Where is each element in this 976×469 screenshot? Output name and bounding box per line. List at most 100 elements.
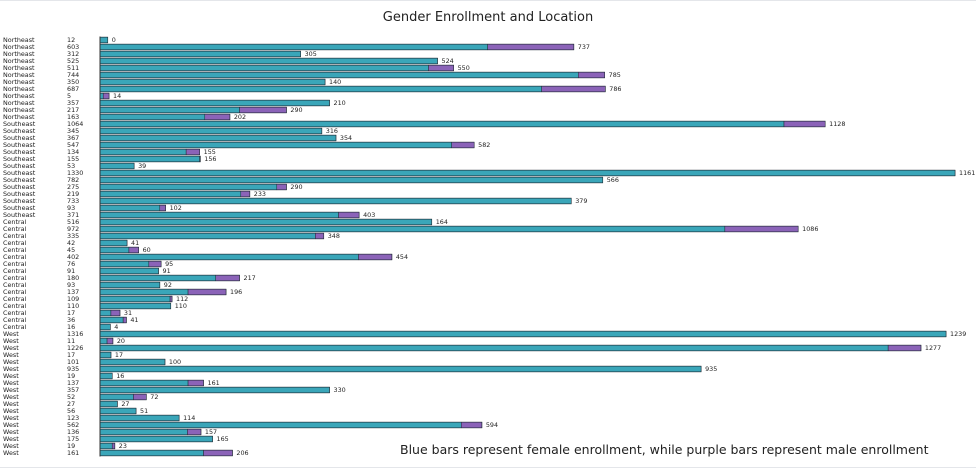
male-value-label: 566 bbox=[607, 176, 619, 184]
male-value-label: 110 bbox=[175, 302, 187, 310]
male-value-label: 165 bbox=[217, 435, 229, 443]
female-bar bbox=[100, 275, 216, 281]
female-bar bbox=[100, 436, 213, 442]
female-bar bbox=[100, 58, 438, 64]
region-label: West bbox=[3, 449, 19, 457]
male-value-label: 92 bbox=[164, 281, 172, 289]
male-bar bbox=[315, 233, 323, 239]
male-bar bbox=[339, 212, 360, 218]
bars bbox=[100, 37, 955, 456]
male-bar bbox=[133, 394, 146, 400]
female-bar bbox=[100, 184, 277, 190]
male-bar bbox=[188, 289, 226, 295]
female-bar bbox=[100, 86, 542, 92]
male-value-label: 454 bbox=[396, 253, 408, 261]
female-bar bbox=[100, 149, 186, 155]
female-bar bbox=[100, 79, 325, 85]
male-bar bbox=[111, 310, 120, 316]
female-bar bbox=[100, 324, 110, 330]
female-bar bbox=[100, 51, 301, 57]
male-bar bbox=[187, 429, 201, 435]
male-value-label: 23 bbox=[119, 442, 127, 450]
male-value-label: 1128 bbox=[829, 120, 845, 128]
male-value-label: 140 bbox=[329, 78, 341, 86]
male-value-label: 206 bbox=[236, 449, 248, 457]
male-value-label: 157 bbox=[205, 428, 217, 436]
male-bar bbox=[578, 72, 604, 78]
male-bar bbox=[461, 422, 482, 428]
male-bar bbox=[204, 450, 233, 456]
male-value-label: 1239 bbox=[950, 330, 966, 338]
male-bar bbox=[725, 226, 798, 232]
female-bar bbox=[100, 338, 107, 344]
male-value-label: 217 bbox=[244, 274, 256, 282]
female-bar bbox=[100, 310, 111, 316]
male-value-label: 316 bbox=[326, 127, 338, 135]
female-bar bbox=[100, 366, 701, 372]
female-bar bbox=[100, 450, 204, 456]
female-bar bbox=[100, 107, 240, 113]
legend-annotation: Blue bars represent female enrollment, w… bbox=[400, 442, 929, 457]
female-bar bbox=[100, 331, 946, 337]
male-value-label: 737 bbox=[578, 43, 590, 51]
male-value-label: 41 bbox=[131, 239, 139, 247]
male-bar bbox=[241, 191, 250, 197]
male-bar bbox=[216, 275, 240, 281]
male-bar bbox=[488, 44, 574, 50]
female-bar bbox=[100, 205, 160, 211]
female-bar bbox=[100, 380, 188, 386]
female-bar bbox=[100, 233, 315, 239]
male-value-label: 39 bbox=[138, 162, 146, 170]
female-bar bbox=[100, 170, 955, 176]
male-value-label: 17 bbox=[115, 351, 123, 359]
female-bar bbox=[100, 345, 888, 351]
female-bar bbox=[100, 219, 432, 225]
female-bar bbox=[100, 142, 452, 148]
female-bar bbox=[100, 387, 330, 393]
female-bar bbox=[100, 422, 461, 428]
male-value-label: 72 bbox=[150, 393, 158, 401]
male-bar bbox=[149, 261, 161, 267]
male-value-label: 164 bbox=[436, 218, 448, 226]
value-labels: 0737305524550785140786142102902021128316… bbox=[112, 36, 976, 457]
male-value-label: 403 bbox=[363, 211, 375, 219]
male-value-label: 27 bbox=[121, 400, 129, 408]
female-bar bbox=[100, 296, 170, 302]
male-bar bbox=[188, 380, 203, 386]
male-bar bbox=[452, 142, 475, 148]
male-value-label: 786 bbox=[609, 85, 621, 93]
female-bar bbox=[100, 443, 112, 449]
male-value-label: 91 bbox=[163, 267, 171, 275]
male-bar bbox=[200, 156, 201, 162]
male-value-label: 196 bbox=[230, 288, 242, 296]
female-bar bbox=[100, 303, 171, 309]
female-bar bbox=[100, 429, 187, 435]
male-value-label: 233 bbox=[254, 190, 266, 198]
male-bar bbox=[112, 443, 115, 449]
female-bar bbox=[100, 247, 129, 253]
male-bar bbox=[277, 184, 287, 190]
male-value-label: 785 bbox=[609, 71, 621, 79]
male-value-label: 330 bbox=[334, 386, 346, 394]
female-bar bbox=[100, 44, 488, 50]
male-bar bbox=[129, 247, 139, 253]
male-value-label: 290 bbox=[290, 106, 302, 114]
male-bar bbox=[429, 65, 454, 71]
female-bar bbox=[100, 401, 117, 407]
female-bar bbox=[100, 177, 603, 183]
male-bar bbox=[888, 345, 921, 351]
male-value-label: 51 bbox=[140, 407, 148, 415]
male-bar bbox=[358, 254, 391, 260]
female-bar bbox=[100, 268, 159, 274]
female-bar bbox=[100, 156, 200, 162]
female-bar bbox=[100, 72, 578, 78]
female-bar bbox=[100, 191, 241, 197]
female-bar bbox=[100, 100, 330, 106]
female-bar bbox=[100, 240, 127, 246]
female-bar bbox=[100, 352, 111, 358]
female-bar bbox=[100, 282, 160, 288]
male-value-label: 524 bbox=[442, 57, 454, 65]
female-bar bbox=[100, 114, 205, 120]
female-bar bbox=[100, 359, 165, 365]
